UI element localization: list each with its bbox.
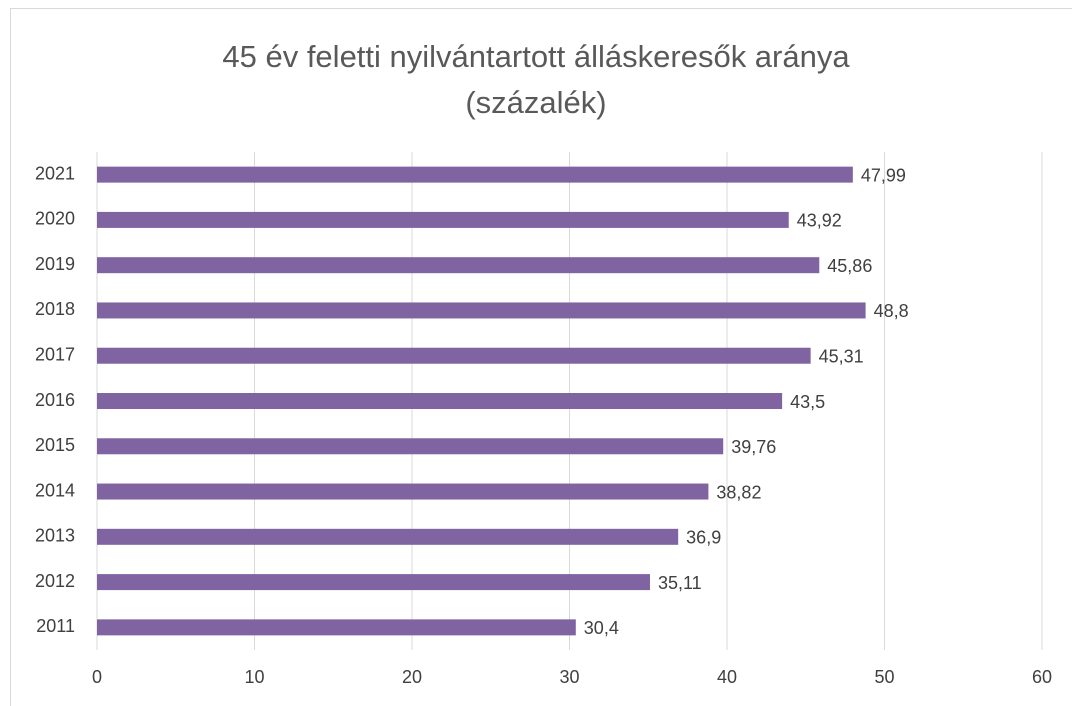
bar (97, 438, 724, 455)
data-label: 36,9 (686, 528, 721, 548)
bar (97, 211, 789, 228)
y-tick-label: 2013 (35, 526, 75, 546)
data-label: 43,92 (797, 211, 842, 231)
x-tick-label: 60 (1032, 667, 1052, 687)
data-label: 48,8 (874, 301, 909, 321)
x-tick-label: 40 (717, 667, 737, 687)
data-label: 45,31 (819, 346, 864, 366)
data-label: 30,4 (584, 618, 619, 638)
y-tick-label: 2019 (35, 254, 75, 274)
x-tick-label: 50 (874, 667, 894, 687)
y-tick-label: 2020 (35, 209, 75, 229)
bar (97, 528, 679, 545)
bar (97, 483, 709, 500)
x-tick-label: 0 (92, 667, 102, 687)
y-tick-label: 2011 (36, 616, 75, 636)
y-tick-label: 2021 (35, 163, 75, 183)
y-tick-label: 2016 (35, 390, 75, 410)
bar (97, 302, 866, 319)
data-label: 43,5 (790, 392, 825, 412)
data-label: 39,76 (731, 437, 776, 457)
y-tick-label: 2017 (35, 344, 75, 364)
bar (97, 619, 576, 636)
data-label: 45,86 (827, 256, 872, 276)
data-label: 35,11 (658, 573, 702, 593)
chart-border (10, 8, 1072, 706)
x-tick-label: 20 (402, 667, 422, 687)
bar (97, 166, 853, 183)
chart-title: 45 év feletti nyilvántartott álláskereső… (222, 39, 850, 120)
x-tick-label: 30 (559, 667, 579, 687)
bar (97, 574, 650, 591)
y-tick-label: 2012 (35, 571, 75, 591)
bar (97, 347, 811, 364)
y-tick-label: 2014 (35, 480, 75, 500)
y-tick-label: 2015 (35, 435, 75, 455)
bar (97, 257, 820, 274)
y-tick-label: 2018 (35, 299, 75, 319)
x-tick-label: 10 (244, 667, 264, 687)
bar (97, 393, 783, 409)
data-label: 38,82 (716, 482, 761, 502)
data-label: 47,99 (861, 165, 906, 185)
